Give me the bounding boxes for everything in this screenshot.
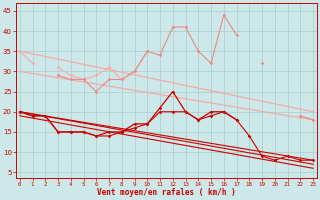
X-axis label: Vent moyen/en rafales ( km/h ): Vent moyen/en rafales ( km/h ) bbox=[97, 188, 236, 197]
